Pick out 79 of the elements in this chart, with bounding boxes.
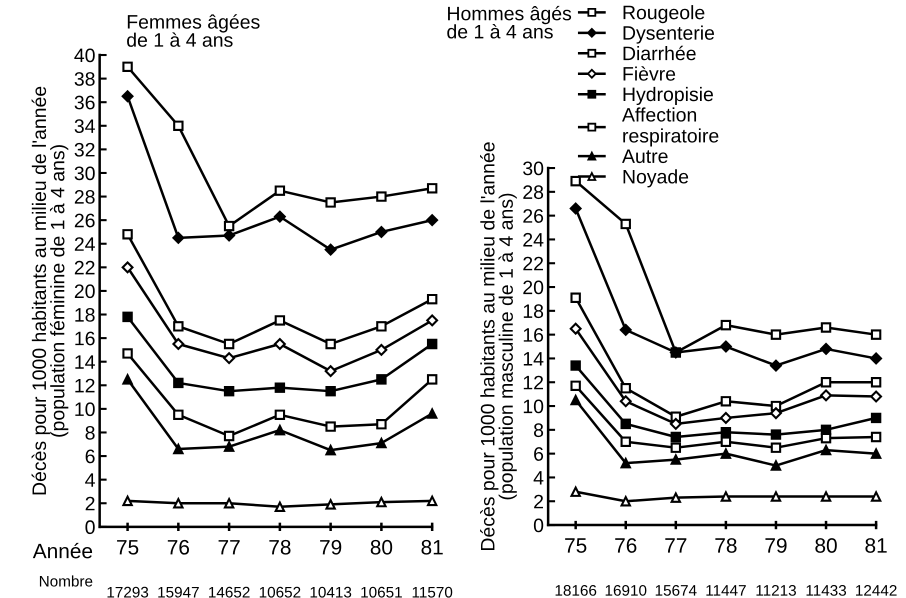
text: 17293 xyxy=(108,586,148,598)
y-tick-label: 28 xyxy=(74,190,95,204)
text: 12442 xyxy=(856,584,897,596)
y-tick-label: 32 xyxy=(74,142,95,157)
legend-label: Fièvre xyxy=(624,66,676,81)
x-tick-label: 81 xyxy=(421,540,443,555)
text: 11213 xyxy=(756,584,796,596)
x-axis-title: Année xyxy=(32,542,92,558)
y-tick-label: 14 xyxy=(75,355,95,369)
legend-label: Diarrhée xyxy=(624,46,696,60)
y-tick-label: 20 xyxy=(74,284,95,298)
y-tick-label: 10 xyxy=(524,400,544,414)
legend-label: Noyade xyxy=(624,169,688,188)
y-tick-label: 8 xyxy=(86,426,95,440)
y-tick-label: 12 xyxy=(524,376,543,390)
y-tick-label: 22 xyxy=(74,260,95,274)
y-tick-label: 26 xyxy=(74,214,95,228)
y-tick-label: 38 xyxy=(74,72,95,86)
y-tick-label: 24 xyxy=(523,232,544,246)
y-tick-label: 8 xyxy=(534,423,544,438)
y-tick-label: 16 xyxy=(524,328,544,342)
text: Nombre xyxy=(40,575,92,587)
x-tick-label: 81 xyxy=(865,538,887,553)
y-tick-label: 0 xyxy=(85,520,95,534)
y-tick-label: 2 xyxy=(86,496,95,510)
y-tick-label: 30 xyxy=(523,162,544,176)
y-tick-label: 18 xyxy=(524,304,544,318)
y-tick-label: 10 xyxy=(75,402,95,416)
y-tick-label: 16 xyxy=(75,332,95,346)
text: 10652 xyxy=(260,586,300,598)
y-axis-title: Décès pour 1000 habitants au milieu de l'année (population féminine de 1 à 4 ans) xyxy=(32,86,68,494)
y-tick-label: 26 xyxy=(523,209,544,223)
x-tick-label: 75 xyxy=(117,540,138,555)
text: 10413 xyxy=(310,586,352,598)
legend-label: Affection respiratoire xyxy=(622,107,718,146)
y-tick-label: 6 xyxy=(86,450,95,464)
y-tick-label: 36 xyxy=(74,96,95,110)
text: 14652 xyxy=(209,586,250,598)
legend-label: Hydropisie xyxy=(624,86,713,106)
y-tick-label: 2 xyxy=(534,494,543,508)
x-tick-label: 80 xyxy=(370,540,392,555)
x-tick-label: 78 xyxy=(715,538,737,553)
x-tick-label: 75 xyxy=(565,538,586,553)
y-tick-label: 6 xyxy=(534,447,544,461)
x-tick-label: 78 xyxy=(269,540,291,555)
chart-title: Hommes âgés de 1 à 4 ans xyxy=(447,6,572,39)
x-tick-label: 76 xyxy=(615,538,636,553)
text: 18166 xyxy=(556,584,596,596)
y-tick-label: 18 xyxy=(75,308,95,322)
y-tick-label: 20 xyxy=(523,280,544,294)
x-tick-label: 77 xyxy=(665,538,686,553)
y-tick-label: 28 xyxy=(523,185,544,200)
text: 15674 xyxy=(656,584,697,596)
text: 11433 xyxy=(806,584,846,596)
y-tick-label: 22 xyxy=(523,256,543,270)
text: 16910 xyxy=(606,584,646,596)
x-tick-label: 76 xyxy=(168,540,190,555)
x-tick-label: 80 xyxy=(815,538,837,553)
y-tick-label: 0 xyxy=(534,518,544,532)
y-tick-label: 30 xyxy=(74,166,95,180)
y-tick-label: 40 xyxy=(74,48,95,62)
legend-label: Rougeole xyxy=(624,5,704,24)
y-tick-label: 34 xyxy=(74,119,95,134)
y-tick-label: 24 xyxy=(74,237,95,251)
x-tick-label: 79 xyxy=(765,538,787,553)
chart-title: Femmes âgées de 1 à 4 ans xyxy=(127,14,260,47)
y-tick-label: 4 xyxy=(85,473,95,487)
x-tick-label: 77 xyxy=(218,540,240,554)
y-tick-label: 12 xyxy=(75,378,95,392)
y-axis-title: Décès pour 1000 habitants au milieu de l'année (population masculine de 1 à 4 ans) xyxy=(480,142,517,550)
x-tick-label: 79 xyxy=(320,540,342,555)
text: 15947 xyxy=(158,586,199,598)
y-tick-label: 14 xyxy=(524,352,544,366)
legend-label: Dysenterie xyxy=(624,26,714,44)
text: 10651 xyxy=(361,586,402,598)
text: 11570 xyxy=(412,586,452,598)
legend-label: Autre xyxy=(622,150,668,164)
y-tick-label: 4 xyxy=(534,471,544,484)
text: 11447 xyxy=(706,585,746,596)
